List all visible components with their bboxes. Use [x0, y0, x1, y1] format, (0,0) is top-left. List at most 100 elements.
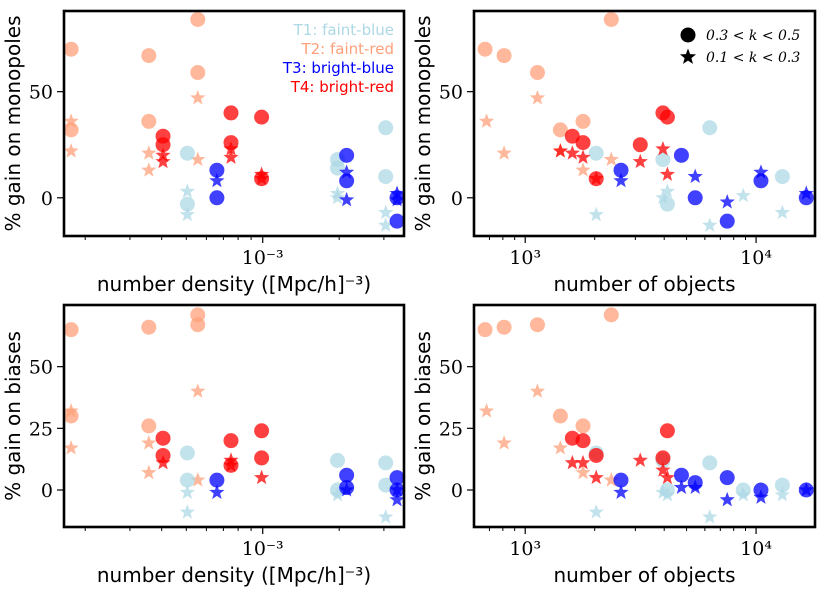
x-axis-label: number of objects — [553, 563, 735, 587]
panel-2: 10³ 10⁴ 0 50 number of objects % gain on mono… — [411, 9, 817, 296]
x-tick-label: 10⁻³ — [242, 247, 284, 269]
point-t4-star — [552, 143, 568, 158]
point-t2-star — [141, 162, 157, 177]
point-t3-star — [389, 482, 404, 497]
point-t2-circle — [603, 11, 619, 27]
point-t1-star — [659, 486, 676, 502]
point-t3-star — [719, 194, 735, 209]
point-t1-star — [588, 504, 604, 519]
point-t4-star — [632, 452, 648, 467]
point-t3-circle — [209, 162, 225, 178]
point-t2-circle — [529, 317, 545, 333]
point-t2-star — [190, 472, 206, 487]
point-t2-star — [552, 440, 568, 455]
point-t4-star — [655, 140, 671, 156]
point-t3-star — [389, 185, 404, 201]
plot-frame — [472, 303, 817, 529]
point-t1-circle — [588, 145, 604, 161]
point-t2-star — [64, 403, 79, 418]
point-t2-star — [529, 383, 546, 398]
points — [477, 307, 814, 524]
y-tick-label: 0 — [41, 480, 53, 502]
point-t2-star — [64, 143, 79, 158]
point-t3-circle — [613, 162, 629, 178]
legend-item-t3: T3: bright-blue — [282, 59, 394, 77]
point-t4-star — [659, 469, 676, 485]
point-t4-star — [632, 153, 648, 169]
x-tick-label: 10⁻³ — [242, 538, 284, 560]
point-t3-circle — [687, 190, 703, 206]
point-t1-star — [735, 486, 751, 502]
point-t1-star — [774, 204, 790, 220]
point-t2-circle — [64, 41, 79, 57]
plot-frame — [472, 9, 817, 238]
point-t4-circle — [155, 137, 171, 153]
point-t1-star — [378, 217, 394, 232]
point-t2-star — [190, 151, 206, 167]
point-t3-star — [339, 191, 355, 207]
point-t1-star — [655, 484, 671, 499]
legend-item-t2: T2: faint-red — [300, 40, 394, 58]
point-t2-star — [496, 145, 512, 160]
legend-k-label: 0.3 < k < 0.5 — [706, 28, 800, 44]
point-t1-star — [378, 204, 394, 220]
point-t3-circle — [389, 470, 404, 486]
point-t2-circle — [529, 65, 545, 81]
point-t3-circle — [209, 190, 225, 206]
point-t2-circle — [190, 65, 206, 81]
point-t3-circle — [339, 467, 355, 483]
point-t3-star — [389, 491, 404, 507]
point-t2-circle — [496, 319, 512, 335]
point-t4-star — [223, 457, 239, 472]
point-t1-star — [659, 183, 676, 198]
x-tick-label: 10⁴ — [740, 247, 772, 269]
point-t1-star — [702, 217, 718, 232]
point-t2-star — [141, 435, 157, 450]
point-t2-star — [141, 464, 157, 480]
point-t2-circle — [575, 418, 591, 434]
point-t2-star — [478, 403, 495, 418]
point-t1-star — [735, 187, 751, 203]
point-t1-star — [179, 183, 195, 198]
point-t4-star — [223, 140, 239, 156]
point-t3-star — [613, 484, 629, 499]
point-t1-star — [702, 509, 718, 524]
point-t4-circle — [223, 105, 239, 121]
point-t1-circle — [378, 120, 394, 136]
point-t2-circle — [496, 48, 512, 64]
point-t2-circle — [552, 408, 568, 424]
panel-1: 10⁻³ 0 50 number density ([Mpc/h]⁻³) % gain … — [1, 9, 406, 296]
point-t4-circle — [254, 109, 270, 125]
point-t4-star — [588, 170, 604, 186]
point-t2-circle — [603, 307, 619, 323]
y-tick-label: 50 — [439, 82, 463, 104]
point-t4-star — [223, 149, 239, 164]
x-axis-label: number of objects — [553, 272, 735, 296]
y-tick-label: 50 — [29, 357, 53, 379]
y-tick-label: 25 — [439, 418, 463, 440]
x-axis-label: number density ([Mpc/h]⁻³) — [97, 563, 371, 587]
legend-k-label: 0.1 < k < 0.3 — [706, 50, 800, 66]
point-t4-circle — [155, 430, 171, 446]
x-axis-label: number density ([Mpc/h]⁻³) — [97, 272, 371, 296]
point-t2-star — [529, 90, 546, 105]
point-t1-circle — [774, 477, 790, 493]
point-t1-circle — [179, 145, 195, 161]
y-tick-label: 0 — [451, 188, 463, 210]
point-t4-circle — [575, 433, 591, 449]
point-t4-circle — [659, 109, 675, 125]
point-t4-star — [575, 454, 591, 470]
point-t2-circle — [477, 41, 493, 57]
point-t2-star — [190, 90, 206, 105]
point-t4-circle — [655, 450, 671, 466]
point-t2-star — [64, 113, 79, 128]
point-t1-circle — [179, 472, 195, 488]
point-t2-circle — [575, 113, 591, 129]
point-t1-star — [329, 189, 346, 205]
point-t1-circle — [702, 120, 718, 136]
point-t3-star — [687, 479, 703, 495]
point-t2-star — [603, 472, 619, 487]
y-axis-label: % gain on biases — [411, 331, 435, 501]
point-t2-star — [190, 383, 206, 398]
point-t3-star — [339, 164, 355, 179]
